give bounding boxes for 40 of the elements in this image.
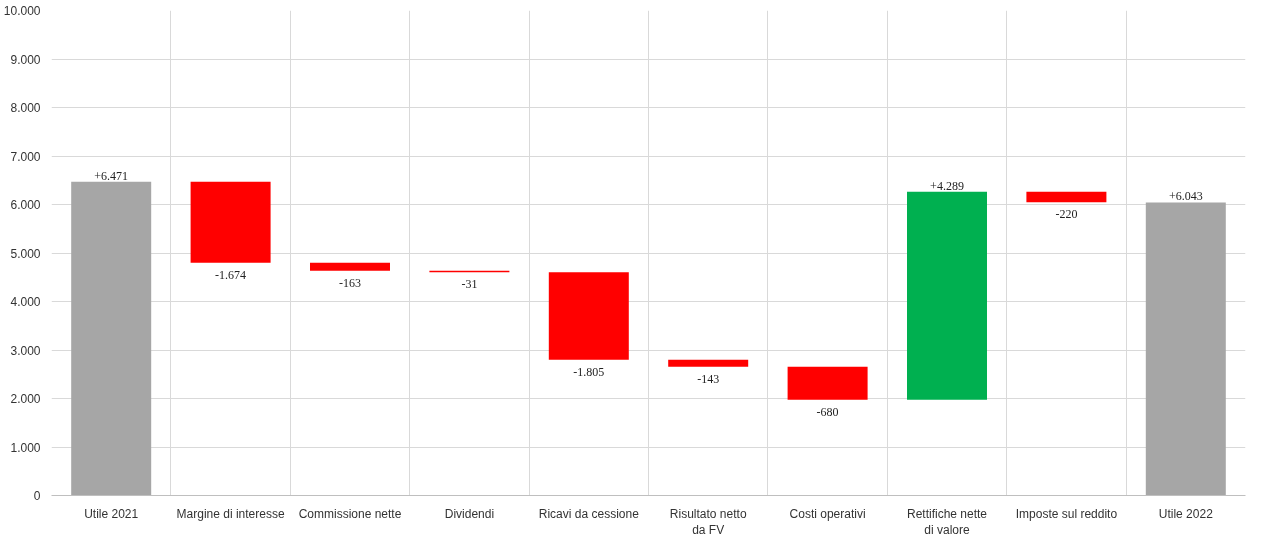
x-tick-label: Utile 2021 — [84, 506, 139, 521]
y-tick-label: 8.000 — [10, 101, 41, 115]
bar — [787, 366, 868, 400]
bar — [548, 272, 629, 360]
y-tick-label: 0 — [33, 489, 41, 503]
bar — [1026, 191, 1107, 203]
bar — [668, 359, 749, 367]
y-tick-label: 6.000 — [10, 198, 41, 212]
y-tick-label: 5.000 — [10, 246, 41, 261]
bar — [190, 181, 271, 263]
data-label: -220 — [1055, 207, 1078, 222]
data-label: -680 — [816, 404, 839, 419]
bar — [1145, 202, 1226, 496]
data-label: -143 — [697, 371, 720, 386]
x-tick-label: Costi operativi — [789, 506, 866, 521]
x-tick-label: Rettifiche nette di valore — [906, 506, 988, 538]
data-label: -1.674 — [215, 267, 247, 282]
x-tick-label: Commissione nette — [298, 506, 402, 521]
bar — [71, 181, 152, 496]
y-tick-label: 4.000 — [10, 295, 41, 309]
x-tick-label: Dividendi — [444, 506, 495, 521]
y-tick-label: 7.000 — [10, 149, 41, 164]
data-label: -1.805 — [573, 364, 605, 379]
data-label: +6.471 — [94, 168, 129, 183]
x-tick-label: Imposte sul reddito — [1015, 506, 1118, 521]
bar — [907, 191, 987, 400]
y-tick-label: 10.000 — [3, 4, 41, 18]
bar — [310, 262, 390, 271]
x-tick-label: Risultato netto da FV — [669, 506, 747, 538]
y-tick-label: 1.000 — [10, 440, 41, 455]
y-tick-label: 9.000 — [10, 52, 41, 67]
x-tick-label: Ricavi da cessione — [538, 506, 640, 521]
x-tick-label: Utile 2022 — [1158, 506, 1214, 521]
y-tick-label: 3.000 — [10, 343, 41, 358]
x-tick-label: Margine di interesse — [176, 506, 285, 521]
data-label: +4.289 — [930, 178, 964, 193]
data-label: -163 — [339, 275, 361, 290]
y-tick-label: 2.000 — [10, 392, 41, 406]
data-label: +6.043 — [1168, 189, 1203, 204]
data-label: -31 — [461, 277, 478, 292]
